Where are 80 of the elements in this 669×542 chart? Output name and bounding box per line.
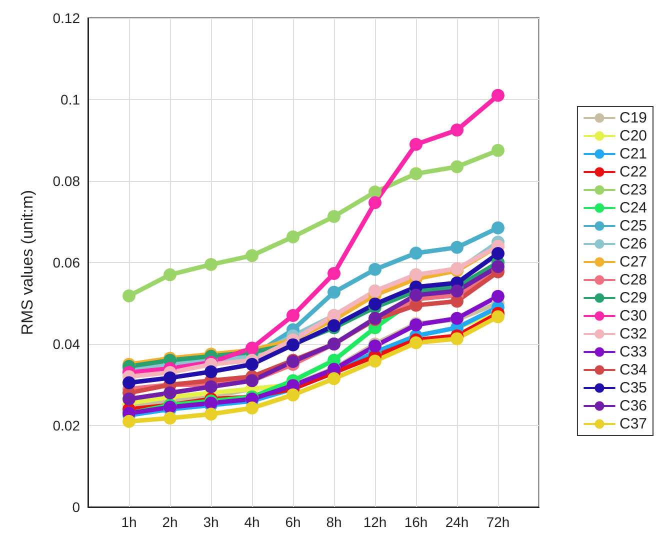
point	[368, 186, 382, 198]
y-axis-title: RMS values (unit:m)	[20, 190, 36, 335]
y-tick-label: 0	[72, 499, 80, 515]
legend-label: C21	[619, 146, 648, 162]
point	[122, 289, 136, 302]
point	[204, 408, 218, 421]
point	[328, 286, 340, 299]
x-tick-label: 16h	[404, 514, 428, 530]
y-tick-label: 0.04	[52, 336, 80, 352]
x-tick-label: 6h	[285, 514, 301, 530]
legend-label: C35	[619, 380, 648, 396]
point	[492, 221, 504, 234]
y-tick-label: 0.06	[52, 254, 80, 270]
legend-label: C28	[619, 272, 648, 288]
point	[328, 372, 340, 386]
point	[492, 144, 504, 157]
legend-label: C29	[619, 290, 648, 306]
point	[368, 354, 382, 368]
point	[122, 376, 136, 390]
legend-label: C34	[619, 362, 648, 378]
point	[164, 268, 176, 282]
point	[410, 246, 422, 260]
legend-label: C20	[619, 128, 648, 144]
point	[410, 138, 422, 151]
y-tick-label: 0.08	[52, 173, 80, 189]
point	[450, 332, 464, 346]
point	[164, 371, 176, 384]
point	[328, 267, 340, 280]
legend-label: C27	[619, 254, 648, 270]
x-tick-label: 1h	[121, 514, 137, 530]
point	[286, 308, 300, 322]
x-tick-label: 24h	[445, 514, 469, 530]
legend-label: C25	[619, 218, 648, 234]
x-tick-label: 72h	[486, 514, 510, 530]
point	[450, 240, 464, 254]
point	[368, 196, 382, 210]
point	[410, 288, 422, 302]
point	[246, 401, 258, 414]
x-tick-label: 12h	[363, 514, 387, 530]
point	[286, 230, 300, 244]
x-tick-label: 2h	[162, 514, 178, 530]
point	[368, 262, 382, 276]
point	[450, 160, 464, 174]
legend-label: C37	[619, 416, 648, 432]
point	[450, 284, 464, 298]
x-tick-label: 8h	[326, 514, 342, 530]
point	[246, 249, 258, 262]
legend-label: C26	[619, 236, 648, 252]
point	[450, 124, 464, 137]
point	[492, 247, 504, 260]
point	[246, 358, 258, 371]
legend-label: C36	[619, 398, 648, 414]
point	[492, 310, 504, 324]
y-tick-label: 0.12	[52, 10, 80, 26]
point	[368, 340, 382, 353]
legend-label: C33	[619, 344, 648, 360]
legend-label: C24	[619, 200, 648, 216]
point	[204, 365, 218, 378]
legend-label: C30	[619, 308, 648, 324]
legend-label: C23	[619, 182, 648, 198]
x-tick-label: 4h	[244, 514, 260, 530]
point	[204, 258, 218, 272]
point	[164, 386, 176, 400]
point	[410, 167, 422, 180]
point	[122, 414, 136, 428]
point	[122, 392, 136, 406]
point	[368, 298, 382, 311]
point	[492, 88, 504, 102]
x-tick-label: 3h	[203, 514, 219, 530]
y-tick-label: 0.02	[52, 418, 80, 434]
point	[286, 388, 300, 402]
legend-label: C22	[619, 164, 648, 180]
y-tick-label: 0.1	[60, 92, 80, 108]
point	[328, 210, 340, 223]
legend-label: C32	[619, 326, 648, 342]
point	[492, 290, 504, 303]
point	[410, 336, 422, 350]
point	[164, 412, 176, 425]
point	[492, 260, 504, 274]
legend-label: C19	[619, 110, 648, 126]
